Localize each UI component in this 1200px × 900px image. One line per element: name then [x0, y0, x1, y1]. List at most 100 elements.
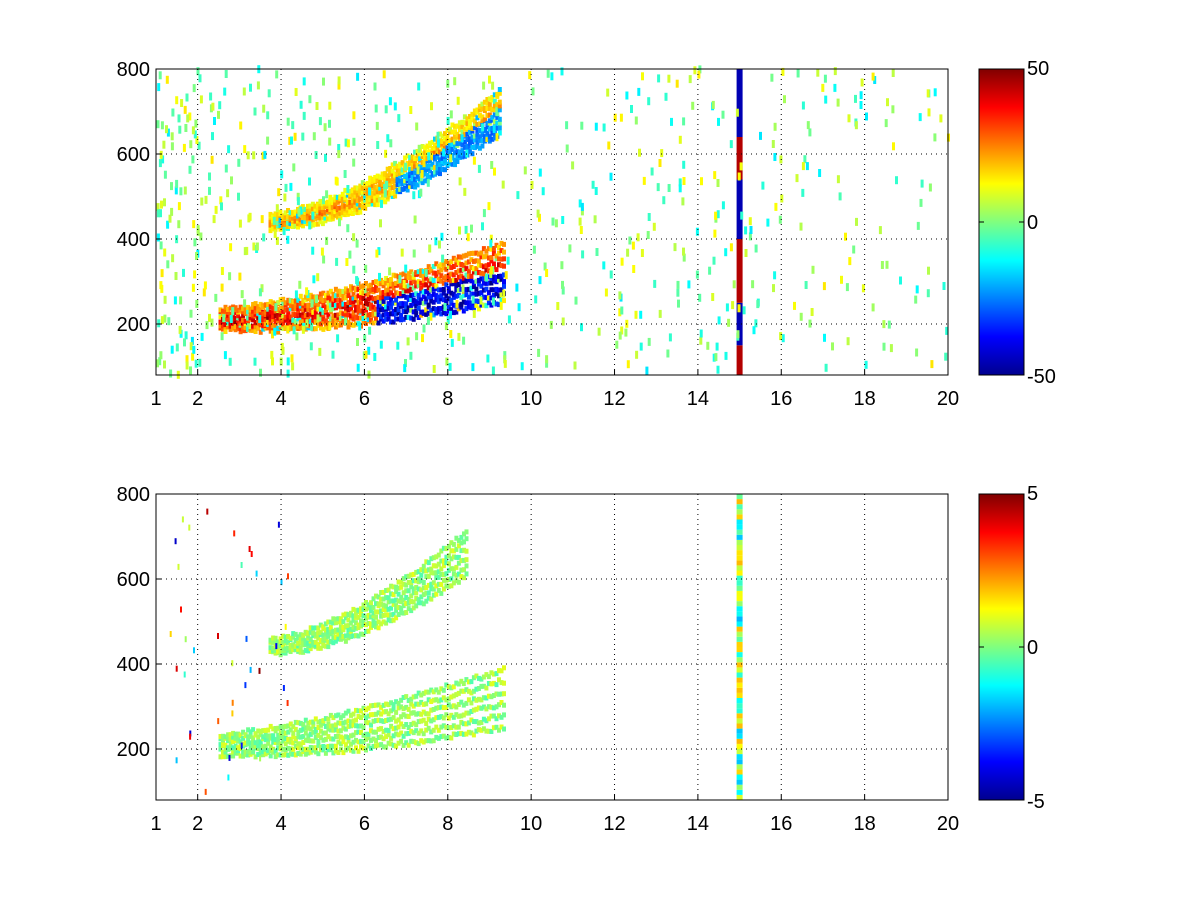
heatmap-cell: [286, 208, 290, 213]
stripe-segment: [736, 647, 743, 653]
heatmap-cell: [499, 680, 504, 686]
heatmap-cell: [278, 314, 283, 320]
heatmap-cell: [434, 554, 439, 560]
heatmap-cell: [376, 726, 381, 732]
heatmap-cell: [406, 314, 411, 320]
heatmap-cell: [343, 719, 348, 725]
x-tick-label: 16: [770, 813, 792, 835]
heatmap-cell: [656, 183, 660, 192]
heatmap-cell: [379, 621, 384, 627]
heatmap-cell: [419, 272, 424, 278]
heatmap-cell: [410, 158, 415, 163]
heatmap-cell: [191, 283, 195, 292]
heatmap-cell: [366, 628, 371, 634]
heatmap-cell: [423, 145, 428, 151]
stripe-segment: [736, 539, 743, 545]
heatmap-cell: [261, 304, 266, 310]
heatmap-cell: [503, 355, 507, 364]
heatmap-cell: [386, 717, 391, 723]
stripe-segment: [736, 596, 743, 602]
heatmap-cell: [241, 735, 246, 741]
heatmap-cell: [343, 611, 348, 617]
heatmap-cell: [390, 171, 395, 177]
heatmap-cell: [415, 156, 420, 162]
stripe-segment: [736, 555, 743, 561]
heatmap-cell: [459, 699, 464, 705]
heatmap-cell: [459, 279, 464, 285]
heatmap-cell: [455, 123, 460, 129]
heatmap-cell: [470, 224, 473, 233]
colorbar-tick-label: 0: [1027, 212, 1038, 234]
heatmap-cell: [338, 300, 343, 306]
heatmap-cell: [416, 741, 421, 747]
heatmap-cell: [359, 308, 363, 314]
heatmap-cell: [293, 726, 298, 732]
heatmap-cell: [272, 216, 276, 225]
heatmap-cell: [386, 587, 391, 593]
heatmap-cell: [293, 638, 298, 644]
heatmap-cell: [236, 323, 241, 329]
heatmap-cell: [349, 295, 353, 301]
heatmap-cell: [933, 88, 937, 97]
heatmap-cell: [361, 619, 366, 625]
heatmap-cell: [476, 270, 481, 275]
heatmap-cell: [854, 121, 858, 130]
heatmap-cell: [274, 303, 278, 312]
heatmap-cell: [286, 220, 290, 226]
heatmap-cell: [895, 176, 898, 185]
heatmap-cell: [441, 254, 445, 263]
heatmap-cell: [467, 140, 472, 146]
heatmap-cell: [439, 714, 444, 720]
heatmap-cell: [385, 176, 390, 181]
heatmap-cell: [326, 716, 331, 722]
heatmap-cell: [333, 734, 338, 739]
heatmap-cell: [389, 735, 394, 741]
heatmap-cell: [646, 231, 650, 239]
heatmap-cell: [323, 627, 328, 633]
heatmap-cell: [268, 221, 273, 227]
heatmap-cell: [355, 276, 359, 285]
heatmap-cell: [880, 261, 884, 269]
heatmap-cell: [458, 226, 461, 235]
heatmap-cell: [373, 175, 378, 180]
heatmap-cell: [581, 250, 585, 259]
heatmap-cell: [163, 295, 167, 304]
heatmap-cell: [455, 154, 460, 160]
heatmap-cell: [354, 297, 358, 303]
heatmap-cell: [859, 91, 863, 100]
heatmap-cell: [195, 252, 198, 260]
heatmap-cell: [253, 740, 258, 746]
heatmap-cell: [291, 322, 296, 328]
heatmap-cell: [374, 295, 378, 301]
heatmap-cell: [318, 718, 323, 724]
stripe-segment: [736, 519, 743, 525]
heatmap-cell: [261, 734, 266, 740]
heatmap-cell: [231, 316, 236, 322]
stripe-segment: [736, 708, 743, 714]
heatmap-cell: [226, 307, 231, 312]
heatmap-cell: [668, 333, 672, 342]
heatmap-cell: [346, 627, 351, 633]
heatmap-cell: [545, 269, 549, 277]
heatmap-cell: [218, 307, 223, 313]
heatmap-cell: [361, 745, 366, 751]
stripe-segment: [736, 302, 743, 346]
heatmap-cell: [466, 251, 471, 257]
heatmap-cell: [258, 728, 263, 734]
heatmap-cell: [467, 114, 472, 119]
heatmap-cell: [366, 605, 371, 611]
heatmap-cell: [238, 746, 243, 752]
heatmap-cell: [538, 168, 542, 177]
heatmap-cell: [486, 274, 491, 280]
heatmap-cell: [698, 293, 702, 302]
heatmap-cell: [456, 560, 461, 566]
heatmap-cell: [409, 696, 414, 702]
heatmap-cell: [822, 282, 826, 291]
heatmap-cell: [497, 277, 501, 283]
heatmap-cell: [182, 143, 186, 152]
heatmap-cell: [373, 202, 378, 208]
heatmap-cell: [376, 594, 381, 600]
heatmap-cell: [303, 641, 308, 647]
heatmap-cell: [369, 312, 373, 317]
heatmap-cell: [379, 277, 384, 283]
